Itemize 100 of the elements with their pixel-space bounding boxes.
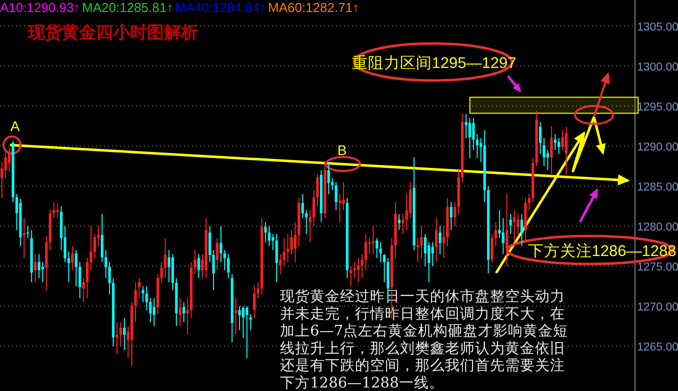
y-tick-label: 1285.00 [637,182,678,194]
candlestick [100,214,104,263]
candlestick [286,234,290,263]
candlestick [305,210,308,235]
y-tick-label: 1275.00 [637,262,678,274]
annotation: A [10,118,20,134]
candlestick [405,194,408,231]
candlestick [513,210,516,243]
candlestick [52,202,56,219]
candlestick [308,210,312,243]
candlestick [168,250,170,283]
candlestick [275,234,278,283]
candlestick [435,218,438,263]
candlestick [268,226,271,247]
candlestick [506,194,508,267]
candlestick [353,262,356,279]
candlestick [520,214,524,247]
annotation: B [337,142,347,158]
annotation: MA60:1282.71↑ [268,0,360,15]
candlestick [550,126,553,175]
candlestick [149,298,152,323]
candlestick [502,218,504,255]
candlestick [454,202,456,227]
candlestick [539,122,542,155]
candlestick [4,152,7,179]
annotation: A10:1290.93↑ [0,0,80,15]
candlestick [282,238,286,267]
candlestick [409,182,412,219]
candlestick [554,134,556,151]
candlestick [242,306,245,339]
y-tick-label: 1300.00 [637,62,678,74]
y-tick-label: 1270.00 [637,302,678,314]
candlestick [74,250,78,287]
y-tick-label: 1280.00 [637,222,678,234]
candlestick [294,222,297,263]
candlestick [227,254,230,279]
candlestick [182,302,186,323]
candlestick [93,234,96,259]
candlestick [450,202,452,231]
candlestick [546,150,550,171]
candlestick [424,234,426,267]
candlestick [379,242,382,263]
candlestick [558,138,560,155]
annotation: MA40:1284.84↑ [175,0,266,15]
y-tick-label: 1290.00 [637,142,678,154]
candlestick [334,182,338,211]
candlestick [327,162,330,195]
text: 现货黄金四小时图解析 [27,23,198,43]
candlestick [338,194,342,223]
candlestick [164,238,167,279]
candlestick [357,258,360,283]
candlestick [234,298,238,335]
candlestick [26,226,30,239]
candlestick [420,226,423,259]
candlestick [116,322,118,355]
candlestick [256,282,260,299]
candlestick [246,306,248,359]
candlestick [402,214,404,235]
candlestick [238,306,241,331]
candlestick [34,254,37,283]
candlestick [178,298,182,327]
candlestick [197,254,200,279]
candlestick [364,234,368,271]
candlestick [431,242,434,267]
candlestick [561,130,564,151]
candlestick [71,246,74,271]
candlestick [264,222,267,243]
candlestick [123,318,126,351]
y-tick-label: 1265.00 [637,342,678,354]
candlestick [376,238,378,259]
candlestick [301,194,304,219]
y-tick-label: 1305.00 [637,22,678,34]
candlestick [509,214,512,235]
candlestick [249,314,252,331]
candlestick [216,238,219,271]
candlestick [152,298,156,327]
candlestick [0,162,4,199]
candlestick [383,254,386,283]
candlestick [104,250,108,279]
candlestick [350,266,352,287]
candlestick [78,262,82,299]
candlestick [279,254,282,275]
candlestick [428,242,430,283]
candlestick [145,286,148,311]
annotation: MA20:1285.81↑ [82,0,174,15]
candlestick [41,262,44,283]
candlestick [468,118,472,159]
candlestick [38,254,40,279]
candlestick [8,147,11,172]
candlestick [464,114,468,139]
candlestick [194,250,196,275]
candlestick [82,278,85,303]
candlestick [253,286,256,319]
candlestick [438,226,442,255]
candlestick [565,126,568,175]
candlestick [272,234,274,251]
candlestick [138,278,141,299]
candlestick [119,322,122,347]
candlestick [398,214,400,231]
candlestick [360,254,364,279]
